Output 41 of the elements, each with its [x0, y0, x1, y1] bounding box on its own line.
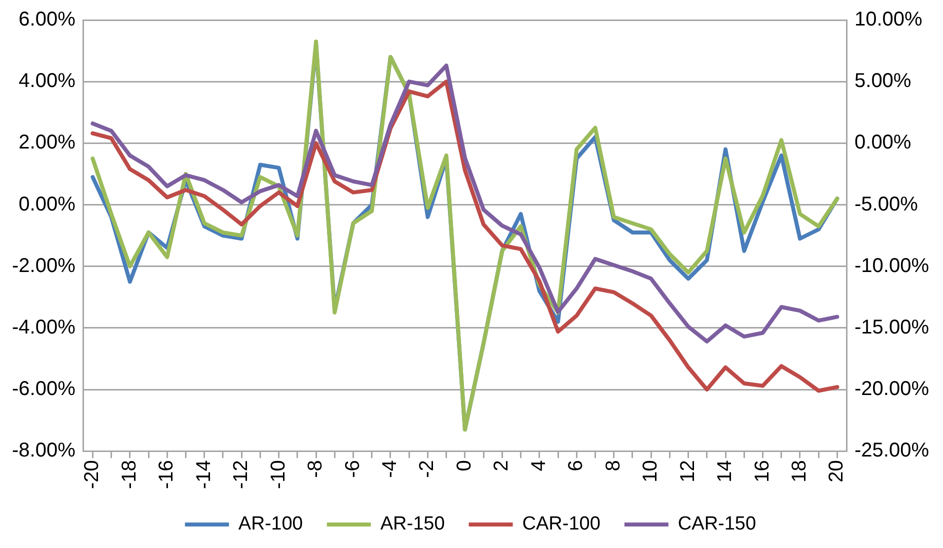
- y-tick-label: -2.00%: [12, 254, 76, 277]
- x-tick-label: -20: [81, 460, 104, 489]
- y2-tick-label: 0.00%: [854, 132, 912, 154]
- x-tick-label: -6: [342, 460, 364, 478]
- x-tick-label: 18: [788, 460, 810, 482]
- x-tick-label: 0: [453, 460, 476, 472]
- x-tick-label: 4: [528, 460, 550, 472]
- y2-tick-label: -10.00%: [854, 254, 930, 277]
- x-tick-label: 2: [490, 460, 513, 472]
- y-tick-label: 4.00%: [18, 70, 76, 92]
- y2-tick-label: -20.00%: [854, 378, 930, 400]
- x-tick-label: -16: [156, 460, 178, 489]
- y-tick-label: -4.00%: [12, 316, 76, 338]
- x-tick-label: -12: [230, 460, 252, 489]
- legend-label: CAR-150: [678, 514, 756, 535]
- x-tick-label: 12: [676, 460, 699, 482]
- x-tick-label: -4: [379, 460, 401, 478]
- legend-label: AR-100: [238, 514, 303, 535]
- y2-tick-label: -15.00%: [854, 316, 930, 338]
- y-tick-label: -6.00%: [12, 378, 76, 400]
- x-tick-label: 20: [826, 460, 848, 482]
- x-tick-label: 14: [714, 460, 736, 482]
- y-tick-label: 6.00%: [18, 8, 76, 31]
- x-tick-label: 8: [602, 460, 624, 472]
- x-tick-label: 16: [751, 460, 774, 482]
- legend-label: AR-150: [380, 514, 445, 535]
- x-tick-label: -10: [267, 460, 290, 489]
- y2-tick-label: 5.00%: [854, 70, 912, 92]
- x-tick-label: -14: [192, 460, 215, 489]
- y-tick-label: -8.00%: [12, 440, 76, 462]
- x-tick-label: 6: [565, 460, 588, 472]
- legend-label: CAR-100: [522, 514, 600, 535]
- y-tick-label: 2.00%: [18, 132, 76, 154]
- y-tick-label: 0.00%: [18, 193, 76, 216]
- y2-tick-label: -5.00%: [854, 193, 918, 216]
- y2-tick-label: -25.00%: [854, 440, 930, 462]
- x-tick-label: -8: [304, 460, 327, 478]
- y2-tick-label: 10.00%: [854, 8, 923, 31]
- x-tick-label: 10: [640, 460, 662, 482]
- x-tick-label: -18: [118, 460, 140, 489]
- x-tick-label: -2: [416, 460, 438, 478]
